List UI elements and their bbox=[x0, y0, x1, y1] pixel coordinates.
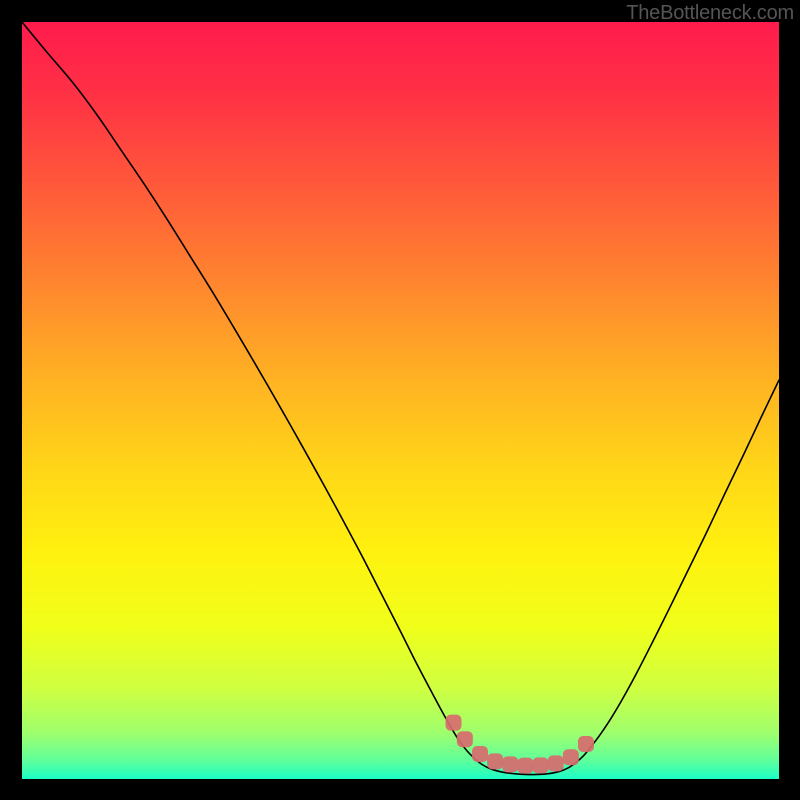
minimum-markers bbox=[445, 715, 593, 774]
marker bbox=[533, 757, 549, 773]
marker bbox=[487, 753, 503, 769]
marker bbox=[563, 749, 579, 765]
marker bbox=[578, 736, 594, 752]
marker bbox=[502, 756, 518, 772]
chart-svg bbox=[22, 22, 779, 779]
marker bbox=[548, 755, 564, 771]
marker bbox=[457, 731, 473, 747]
bottleneck-curve bbox=[22, 22, 779, 775]
chart-frame: TheBottleneck.com bbox=[0, 0, 800, 800]
marker bbox=[445, 715, 461, 731]
plot-area bbox=[22, 22, 779, 779]
marker bbox=[472, 746, 488, 762]
marker bbox=[517, 758, 533, 774]
